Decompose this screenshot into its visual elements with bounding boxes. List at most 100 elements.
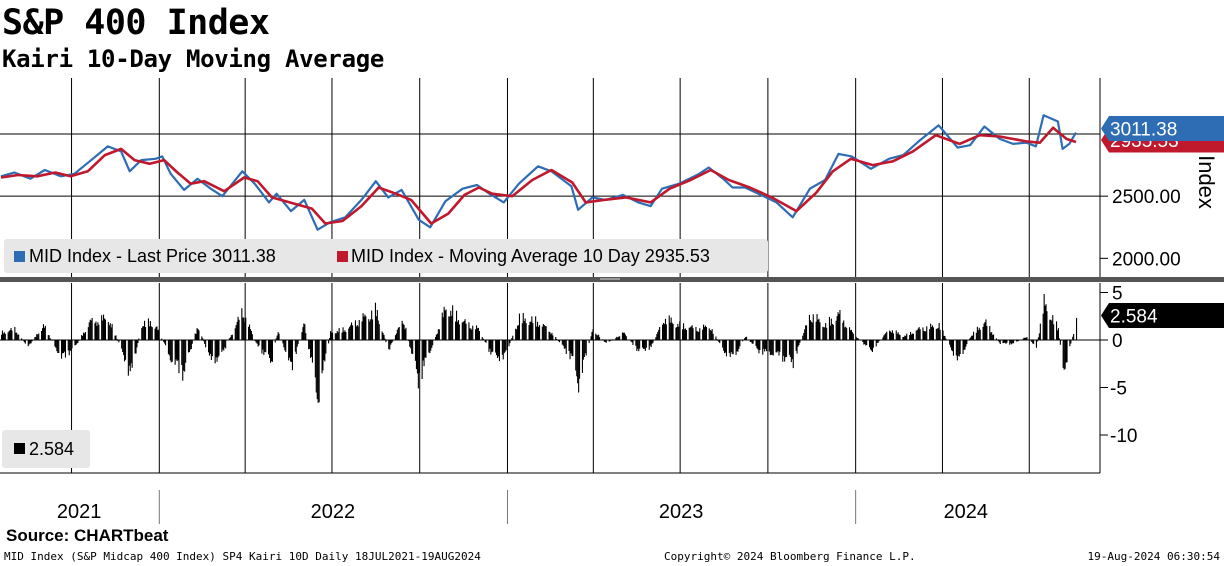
kairi-bar <box>401 320 403 340</box>
kairi-bar <box>636 340 638 351</box>
kairi-bar <box>536 326 538 340</box>
kairi-bar <box>334 333 336 340</box>
kairi-bar <box>182 340 184 381</box>
kairi-bar <box>944 336 946 340</box>
kairi-bar <box>310 340 312 358</box>
kairi-bar <box>228 340 230 341</box>
kairi-bar <box>684 328 686 340</box>
kairi-bar <box>598 334 600 340</box>
kairi-bar <box>851 332 853 340</box>
kairi-bar <box>1046 311 1048 340</box>
kairi-bar <box>124 340 126 362</box>
kairi-bar <box>543 325 545 340</box>
kairi-bar <box>375 316 377 340</box>
kairi-bar <box>824 327 826 340</box>
kairi-bar <box>483 340 485 341</box>
kairi-bar <box>412 340 414 355</box>
kairi-bar <box>477 327 479 340</box>
kairi-bar <box>862 340 864 343</box>
kairi-bar <box>843 320 845 340</box>
kairi-legend-box <box>2 430 90 468</box>
kairi-bar <box>114 335 116 340</box>
kairi-bar <box>890 331 892 340</box>
kairi-bar <box>435 337 437 340</box>
kairi-bar <box>1 330 3 340</box>
kairi-bar <box>912 333 914 340</box>
kairi-bar <box>604 340 606 343</box>
kairi-bar <box>810 321 812 340</box>
kairi-bar <box>370 319 372 340</box>
kairi-bar <box>671 322 673 340</box>
kairi-bar <box>689 327 691 340</box>
kairi-bar <box>245 317 247 340</box>
kairi-bar <box>315 340 317 393</box>
kairi-bar <box>698 332 700 340</box>
kairi-bar <box>945 338 947 340</box>
kairi-bar <box>228 338 230 340</box>
kairi-bar <box>298 340 300 341</box>
kairi-bar <box>663 323 665 340</box>
kairi-bar <box>937 327 939 340</box>
kairi-bar <box>548 331 550 340</box>
x-axis: 2021 2022 2023 2024 <box>57 490 988 524</box>
kairi-bar <box>662 324 664 340</box>
kairi-bar <box>362 313 364 340</box>
kairi-bar <box>635 340 637 346</box>
kairi-tick-label: -10 <box>1110 426 1137 447</box>
kairi-bar <box>929 329 931 340</box>
kairi-bar <box>3 332 5 340</box>
kairi-bar <box>62 340 64 354</box>
kairi-bar <box>568 340 570 351</box>
kairi-bar <box>128 340 130 366</box>
kairi-bar <box>78 340 80 341</box>
kairi-bar <box>1065 340 1067 363</box>
kairi-bar <box>421 340 423 379</box>
kairi-bar <box>142 326 144 340</box>
kairi-bar <box>63 340 65 353</box>
legend-swatch-ma <box>337 251 348 262</box>
kairi-bar <box>878 340 880 342</box>
kairi-bar <box>597 335 599 340</box>
kairi-bar <box>596 334 598 340</box>
kairi-bar <box>541 326 543 340</box>
kairi-bar <box>951 340 953 351</box>
kairi-bar <box>522 313 524 340</box>
kairi-bar <box>354 320 356 340</box>
panel-resize-handle[interactable] <box>600 278 620 280</box>
kairi-bar <box>688 327 690 340</box>
kairi-bar <box>779 340 781 352</box>
kairi-bar <box>665 324 667 340</box>
kairi-bar <box>612 339 614 340</box>
kairi-bar <box>17 334 19 340</box>
kairi-bar <box>811 322 813 340</box>
kairi-bar <box>1035 340 1037 348</box>
kairi-bar <box>846 328 848 340</box>
kairi-bar <box>229 337 231 340</box>
kairi-bar <box>342 327 344 340</box>
kairi-bar <box>755 340 757 346</box>
kairi-bar <box>832 324 834 340</box>
kairi-bar <box>244 322 246 340</box>
kairi-bar <box>417 340 419 389</box>
kairi-bar <box>545 326 547 340</box>
kairi-bar <box>1058 338 1060 340</box>
kairi-bar <box>766 340 768 352</box>
kairi-bar <box>235 325 237 340</box>
kairi-bar <box>208 340 210 353</box>
kairi-bar <box>270 340 272 363</box>
price-panel-series <box>0 114 1077 231</box>
kairi-bar <box>75 340 77 345</box>
kairi-bar <box>117 340 119 341</box>
kairi-bar <box>898 334 900 340</box>
kairi-bar <box>1066 340 1068 363</box>
kairi-bar <box>858 339 860 340</box>
kairi-bar <box>178 340 180 374</box>
kairi-bar <box>330 331 332 340</box>
kairi-bar <box>969 338 971 340</box>
kairi-bar <box>1023 337 1025 340</box>
kairi-bar <box>249 324 251 340</box>
kairi-bar <box>886 331 888 340</box>
kairi-bar <box>719 340 721 344</box>
kairi-bar <box>998 340 1000 343</box>
kairi-bar <box>2 333 4 340</box>
